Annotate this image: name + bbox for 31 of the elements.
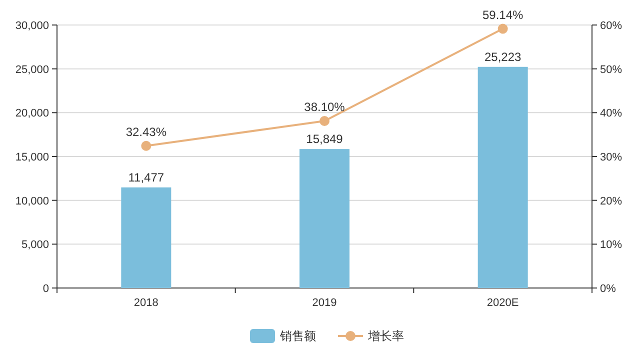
data-label: 11,477 bbox=[128, 170, 164, 184]
y2-tick-label: 40% bbox=[600, 108, 622, 120]
y2-tick-label: 50% bbox=[600, 64, 622, 76]
data-label: 32.43% bbox=[126, 124, 167, 139]
data-label: 59.14% bbox=[482, 8, 524, 22]
y-tick-label: 20,000 bbox=[15, 108, 49, 120]
y2-tick-label: 30% bbox=[600, 152, 622, 164]
y-tick-label: 15,000 bbox=[15, 152, 49, 164]
bar bbox=[478, 66, 528, 288]
legend-label: 增长率 bbox=[367, 329, 404, 343]
x-tick-label: 2019 bbox=[312, 297, 337, 309]
y-tick-label: 25,000 bbox=[15, 64, 49, 76]
y-tick-label: 30,000 bbox=[15, 20, 49, 32]
y-tick-label: 10,000 bbox=[15, 195, 49, 208]
y2-tick-label: 20% bbox=[600, 195, 622, 208]
data-label: 38.10% bbox=[304, 100, 346, 114]
point bbox=[320, 116, 330, 126]
y2-tick-label: 60% bbox=[600, 20, 622, 32]
data-label: 25,223 bbox=[484, 50, 522, 64]
y2-tick-label: 0% bbox=[600, 283, 616, 295]
y2-tick-label: 10% bbox=[600, 239, 622, 252]
bar bbox=[121, 187, 172, 288]
y-tick-label: 5,000 bbox=[21, 239, 49, 252]
legend-label: 销售额 bbox=[279, 329, 316, 343]
point bbox=[498, 24, 508, 34]
y-tick-label: 0 bbox=[42, 283, 49, 295]
point bbox=[141, 140, 152, 151]
bar bbox=[300, 149, 350, 288]
x-tick-label: 2018 bbox=[134, 297, 158, 309]
data-label: 15,849 bbox=[306, 132, 344, 146]
x-tick-label: 2020E bbox=[486, 297, 519, 309]
